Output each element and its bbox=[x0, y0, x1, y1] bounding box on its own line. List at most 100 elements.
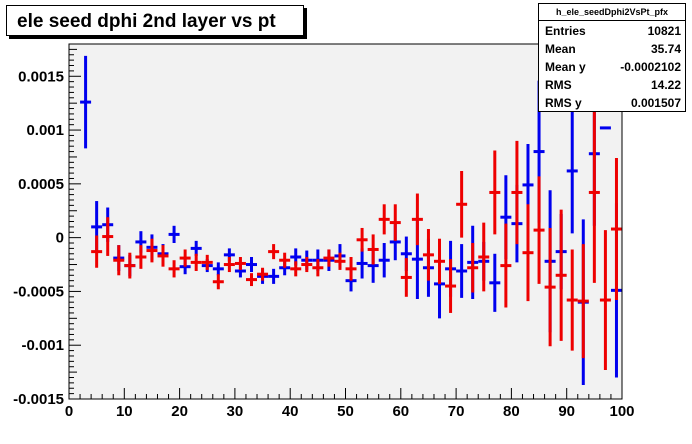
data-point-red bbox=[533, 176, 545, 284]
y-tick-label: 0.0005 bbox=[18, 176, 64, 193]
data-point-red bbox=[323, 249, 335, 267]
y-tick-label: -0.0005 bbox=[13, 283, 64, 300]
data-point-red bbox=[478, 222, 490, 292]
data-point-red bbox=[334, 252, 346, 270]
data-point-red bbox=[411, 193, 423, 246]
data-point-red bbox=[467, 243, 479, 293]
y-tick-label: -0.0015 bbox=[13, 391, 64, 408]
data-point-blue bbox=[566, 108, 578, 234]
data-point-red bbox=[157, 245, 169, 267]
stats-row-mean-y: Mean y -0.0002102 bbox=[545, 58, 681, 76]
data-point-red bbox=[257, 267, 269, 281]
axes: 0 10 20 30 40 50 60 70 80 90 100 -0.0015 -0.001 -0.00… bbox=[13, 43, 635, 420]
data-point-red bbox=[577, 244, 589, 359]
data-point-red bbox=[400, 258, 412, 297]
data-point-blue bbox=[356, 248, 368, 279]
data-point-red bbox=[102, 217, 114, 256]
data-point-red bbox=[500, 223, 512, 308]
stats-label: Mean bbox=[545, 42, 576, 56]
data-point-red bbox=[599, 230, 611, 370]
data-point-red bbox=[201, 254, 213, 270]
x-tick-label: 80 bbox=[503, 403, 520, 420]
x-tick-label: 100 bbox=[609, 403, 634, 420]
data-point-blue bbox=[489, 253, 501, 312]
x-tick-label: 90 bbox=[558, 403, 575, 420]
data-point-red bbox=[124, 252, 136, 279]
stats-value: -0.0002102 bbox=[620, 60, 681, 74]
data-point-red bbox=[279, 252, 291, 268]
data-point-red bbox=[190, 253, 202, 271]
data-point-red bbox=[522, 204, 534, 302]
chart-title: ele seed dphi 2nd layer vs pt bbox=[17, 11, 276, 32]
data-points bbox=[80, 55, 622, 386]
data-point-blue bbox=[268, 268, 280, 284]
x-tick-label: 10 bbox=[116, 403, 133, 420]
data-point-red bbox=[223, 257, 235, 273]
data-point-red bbox=[91, 235, 103, 268]
data-point-red bbox=[511, 140, 523, 245]
data-point-red bbox=[456, 170, 468, 238]
data-point-red bbox=[345, 257, 357, 281]
data-point-blue bbox=[378, 243, 390, 278]
data-point-red bbox=[234, 257, 246, 270]
x-tick-label: 60 bbox=[392, 403, 409, 420]
x-tick-label: 20 bbox=[171, 403, 188, 420]
data-point-red bbox=[168, 260, 180, 278]
data-point-red bbox=[389, 204, 401, 241]
data-point-red bbox=[290, 261, 302, 277]
data-point-red bbox=[378, 204, 390, 235]
stats-row-entries: Entries 10821 bbox=[545, 22, 681, 40]
stats-histogram-name: h_ele_seedDphi2VsPt_pfx bbox=[539, 4, 685, 21]
y-tick-label: 0 bbox=[56, 230, 64, 247]
title-box: ele seed dphi 2nd layer vs pt bbox=[6, 5, 304, 36]
data-point-red bbox=[555, 209, 567, 341]
stats-label: Mean y bbox=[545, 60, 586, 74]
data-point-blue bbox=[245, 257, 257, 273]
data-point-red bbox=[146, 238, 158, 263]
data-point-red bbox=[434, 238, 446, 284]
stats-label: RMS bbox=[545, 78, 572, 92]
stats-row-rms-y: RMS y 0.001507 bbox=[545, 94, 681, 112]
data-point-red bbox=[245, 273, 257, 287]
data-point-red bbox=[489, 150, 501, 235]
data-point-blue bbox=[168, 225, 180, 244]
data-point-red bbox=[566, 249, 578, 351]
stats-value: 14.22 bbox=[650, 78, 681, 92]
y-tick-label: -0.001 bbox=[21, 337, 64, 354]
data-point-red bbox=[312, 259, 324, 277]
data-point-red bbox=[588, 102, 600, 283]
x-tick-label: 30 bbox=[227, 403, 244, 420]
data-point-red bbox=[610, 158, 622, 301]
stats-label: RMS y bbox=[545, 96, 582, 110]
data-point-blue bbox=[80, 55, 92, 149]
y-tick-label: 0.001 bbox=[26, 122, 64, 139]
data-point-red bbox=[113, 245, 125, 276]
stats-label: Entries bbox=[545, 24, 586, 38]
plot-frame bbox=[69, 44, 622, 399]
data-point-blue bbox=[456, 244, 468, 298]
x-tick-label: 40 bbox=[282, 403, 299, 420]
data-point-red bbox=[212, 274, 224, 290]
data-point-red bbox=[445, 259, 457, 313]
stats-value: 0.001507 bbox=[630, 96, 681, 110]
x-tick-label: 70 bbox=[448, 403, 465, 420]
data-point-red bbox=[367, 234, 379, 265]
data-point-red bbox=[268, 244, 280, 260]
data-point-blue bbox=[190, 240, 202, 256]
y-tick-label: 0.0015 bbox=[18, 68, 64, 85]
data-point-red bbox=[356, 227, 368, 252]
stats-value: 35.74 bbox=[650, 42, 681, 56]
stats-box: h_ele_seedDphi2VsPt_pfx Entries 10821 Me… bbox=[538, 3, 686, 112]
data-point-red bbox=[179, 249, 191, 267]
data-point-blue bbox=[212, 262, 224, 276]
data-point-red bbox=[301, 257, 313, 273]
data-point-red bbox=[135, 245, 147, 269]
x-tick-label: 50 bbox=[337, 403, 354, 420]
data-point-red bbox=[422, 229, 434, 281]
x-tick-label: 0 bbox=[65, 403, 73, 420]
data-point-red bbox=[544, 227, 556, 347]
stats-row-mean: Mean 35.74 bbox=[545, 40, 681, 58]
stats-row-rms: RMS 14.22 bbox=[545, 76, 681, 94]
stats-value: 10821 bbox=[647, 24, 681, 38]
